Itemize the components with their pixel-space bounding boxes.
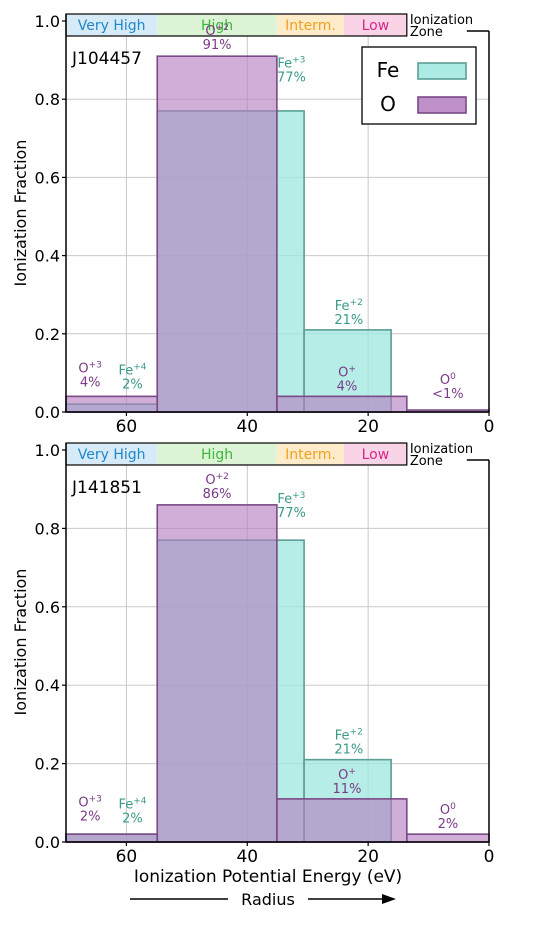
fe-data-label-ion: Fe+4 — [118, 796, 146, 812]
o-bar — [406, 833, 490, 843]
zone-label-low: Low — [362, 447, 390, 463]
x-tick-label: 20 — [357, 417, 379, 437]
o-bar — [65, 395, 159, 413]
x-tick-label: 60 — [116, 847, 138, 867]
o-data-label-pct: 11% — [333, 782, 362, 797]
o-bar — [65, 833, 159, 843]
zone-caption: Ionization — [410, 442, 473, 457]
o-data-label-ion: O0 — [440, 372, 456, 388]
o-data-label-pct: 4% — [337, 379, 358, 394]
y-tick-label: 0.2 — [35, 755, 60, 774]
fe-data-label-pct: 21% — [334, 743, 363, 758]
zone-caption: Ionization — [410, 13, 473, 28]
zone-band-high — [157, 14, 277, 36]
zone-caption: Zone — [410, 454, 443, 469]
zone-caption: Zone — [410, 25, 443, 40]
fe-data-label-ion: Fe+2 — [335, 728, 363, 744]
zone-band-very-high — [66, 14, 158, 36]
o-data-label-pct: 2% — [438, 817, 459, 832]
fe-data-label-pct: 77% — [277, 71, 306, 86]
legend-swatch-o — [417, 96, 467, 114]
o-data-label-pct: 2% — [80, 809, 101, 824]
y-tick-label: 0.2 — [35, 325, 60, 344]
y-tick-label: 0.0 — [35, 833, 60, 852]
fe-data-label-ion: Fe+3 — [277, 56, 305, 72]
o-data-label-ion: O0 — [440, 802, 456, 818]
y-tick-label: 1.0 — [35, 12, 60, 31]
o-data-label-pct: 4% — [80, 375, 101, 390]
zone-label-interm: Interm. — [285, 447, 336, 463]
legend-swatch-fe — [417, 62, 467, 80]
x-tick-label: 0 — [484, 847, 495, 867]
o-data-label-ion: O+3 — [78, 794, 102, 810]
zone-label-high: High — [201, 18, 233, 34]
zone-label-very-high: Very High — [78, 18, 146, 34]
zone-band-low — [343, 14, 407, 36]
o-data-label-pct: <1% — [432, 387, 464, 402]
zone-band-interm — [276, 443, 344, 465]
x-tick-label: 0 — [484, 417, 495, 437]
radius-arrow-head — [382, 894, 396, 904]
legend-label-o: O — [380, 92, 396, 116]
y-tick-label: 0.6 — [35, 598, 60, 617]
o-bar — [276, 798, 408, 843]
x-tick-label: 40 — [236, 417, 258, 437]
y-axis-label-top: Ionization Fraction — [11, 140, 30, 287]
y-tick-label: 0.8 — [35, 519, 60, 538]
o-bar — [156, 55, 278, 413]
x-tick-label: 20 — [357, 847, 379, 867]
panel-title: J141851 — [71, 478, 142, 498]
o-data-label-ion: O+ — [338, 364, 356, 380]
fe-data-label-ion: Fe+2 — [335, 298, 363, 314]
o-data-label-ion: O+3 — [78, 360, 102, 376]
o-data-label-ion: O+2 — [205, 23, 229, 39]
y-axis-label-bottom: Ionization Fraction — [11, 569, 30, 716]
y-tick-label: 0.4 — [35, 247, 60, 266]
x-tick-label: 40 — [236, 847, 258, 867]
panel-title: J104457 — [71, 49, 142, 69]
x-axis-label: Ionization Potential Energy (eV) — [134, 867, 402, 887]
y-tick-label: 0.4 — [35, 676, 60, 695]
zone-label-interm: Interm. — [285, 18, 336, 34]
legend-label-fe: Fe — [377, 58, 400, 82]
zone-label-low: Low — [362, 18, 390, 34]
fe-data-label-ion: Fe+3 — [277, 491, 305, 507]
zone-label-high: High — [201, 447, 233, 463]
zone-label-very-high: Very High — [78, 447, 146, 463]
fe-data-label-pct: 2% — [122, 811, 143, 826]
zone-band-very-high — [66, 443, 158, 465]
fe-data-label-pct: 21% — [334, 313, 363, 328]
fe-data-label-pct: 77% — [277, 506, 306, 521]
x-tick-label: 60 — [116, 417, 138, 437]
o-bar — [156, 504, 278, 843]
zone-band-interm — [276, 14, 344, 36]
zone-band-high — [157, 443, 277, 465]
o-data-label-pct: 91% — [203, 38, 232, 53]
y-tick-label: 0.6 — [35, 168, 60, 187]
fe-data-label-ion: Fe+4 — [118, 362, 146, 378]
y-tick-label: 0.8 — [35, 90, 60, 109]
y-tick-label: 0.0 — [35, 403, 60, 422]
radius-label: Radius — [241, 890, 295, 909]
o-bar — [276, 395, 408, 413]
o-data-label-ion: O+2 — [205, 472, 229, 488]
fe-data-label-pct: 2% — [122, 377, 143, 392]
zone-band-low — [343, 443, 407, 465]
y-tick-label: 1.0 — [35, 441, 60, 460]
o-data-label-pct: 86% — [203, 487, 232, 502]
o-data-label-ion: O+ — [338, 767, 356, 783]
